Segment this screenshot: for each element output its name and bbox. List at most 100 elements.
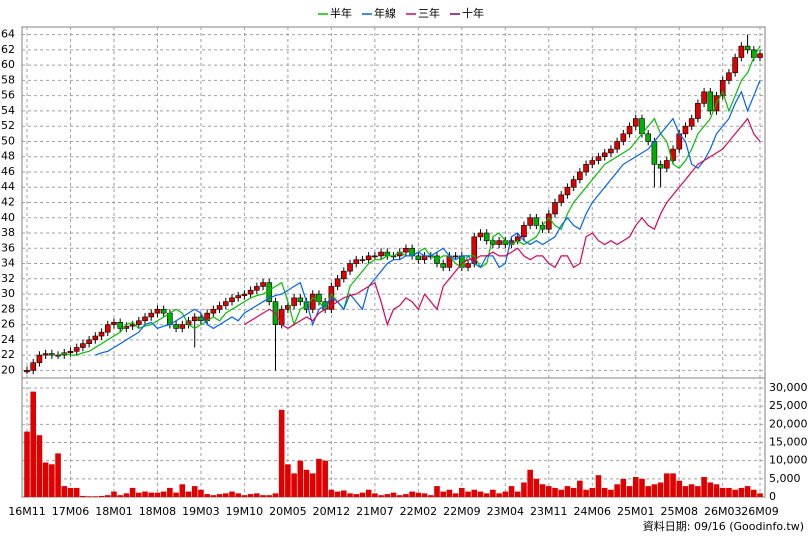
volume-bar [316,458,322,497]
x-tick-label: 26M03 [704,505,742,518]
volume-bar [303,469,310,497]
y-tick-label: 58 [1,73,15,86]
volume-bar [738,487,745,497]
candle-body [701,91,707,104]
volume-bar [757,493,763,497]
candle-body [297,297,304,302]
volume-bar [552,487,558,497]
candle-body [626,125,633,135]
volume-bar [291,473,297,497]
x-tick-label: 18M08 [139,505,177,518]
x-tick-label: 25M08 [660,505,698,518]
volume-tick-label: 15,000 [769,435,808,448]
volume-bar [465,491,471,497]
volume-bar [353,494,360,497]
volume-bar [440,491,446,497]
candle-body [645,133,651,142]
volume-bar [266,495,273,497]
y-tick-label: 52 [1,119,15,132]
volume-bar [104,495,111,497]
volume-bar [452,493,459,497]
x-tick-label: 16M11 [8,505,46,518]
volume-bar [664,473,670,497]
volume-bar [701,477,707,497]
volume-bar [707,482,714,497]
volume-bar [322,460,328,497]
volume-bar [620,478,627,497]
volume-bar [179,484,186,497]
volume-bar [688,484,695,497]
candle-body [148,312,155,318]
y-tick-label: 30 [1,287,15,300]
candle-body [210,309,217,314]
candle-body [235,295,242,299]
candle-body [216,305,223,310]
candle-body [483,232,490,241]
volume-bar [434,486,440,497]
volume-bar [415,492,422,497]
legend: 半年 年線 三年 十年 [318,6,484,20]
y-tick-label: 36 [1,241,15,254]
marks [24,34,763,497]
volume-bar [117,495,123,497]
volume-bar [490,489,496,497]
volume-bar [651,484,658,497]
volume-bar [98,495,105,497]
volume-bar [86,496,92,497]
volume-bar [36,435,43,497]
y-tick-label: 20 [1,363,15,376]
candle-body [49,353,55,356]
volume-bar [695,486,701,497]
candle-body [620,133,627,142]
volume-bar [421,493,428,497]
candle-body [632,118,639,127]
volume-bar [111,491,117,497]
y-tick-label: 64 [1,28,15,41]
volume-bar [614,484,620,497]
volume-bar [272,493,279,497]
volume-bar [341,490,347,497]
volume-bar [148,492,155,497]
candle-body [527,217,533,226]
candle-body [285,305,291,310]
y-tick-label: 28 [1,302,15,315]
volume-bar [533,478,540,497]
plot-frame [21,26,766,498]
legend-label: 三年 [418,6,440,20]
volume-bar [365,489,372,497]
x-tick-label: 23M04 [487,505,525,518]
volume-bar [670,473,676,497]
candle-body [403,247,409,253]
candle-body [664,160,670,169]
candle-body [465,263,471,268]
candle-body [695,103,701,119]
candle-body [136,320,142,325]
y-tick-label: 24 [1,333,15,346]
x-tick-label: 21M07 [356,505,394,518]
volume-bar [396,495,403,497]
volume-bar [384,494,391,497]
volume-bar [483,493,490,497]
volume-bar [247,494,254,497]
x-tick-label: 22M02 [400,505,438,518]
volume-bar [570,487,577,497]
x-tick-label: 17M06 [52,505,90,518]
volume-bar [608,489,614,497]
candle-body [30,362,37,371]
x-tick-label: 26M09 [741,505,779,518]
volume-bar [539,484,546,497]
volume-bar [204,494,210,497]
volume-bar [185,491,192,497]
candle-body [521,225,527,238]
volume-bar [626,486,633,497]
candle-body [42,353,49,356]
volume-bar [645,486,651,497]
volume-bar [639,478,645,497]
candle-body [260,282,266,287]
volume-bar [390,492,397,497]
candle-body [614,141,620,150]
volume-bar [61,486,68,497]
candle-body [608,148,614,154]
volume-tick-label: 30,000 [769,381,808,394]
y-tick-label: 34 [1,257,15,270]
